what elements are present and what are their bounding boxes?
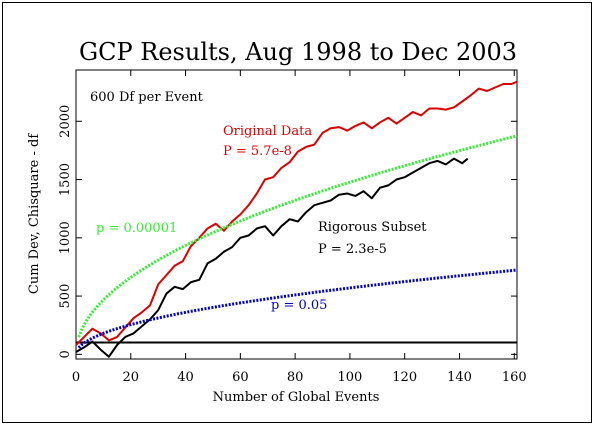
y-tick-label: 1000 [58, 221, 73, 254]
series-line-original-data [75, 80, 518, 346]
plot-area [75, 69, 518, 360]
series-line-p-0-05 [77, 268, 518, 349]
y-tick-label: 500 [58, 284, 73, 309]
y-tick-label: 0 [58, 350, 73, 358]
x-axis-label: Number of Global Events [213, 390, 380, 405]
gcp-chart: GCP Results, Aug 1998 to Dec 2003 0 20 40 6… [27, 38, 527, 405]
p-005-label: p = 0.05 [271, 298, 327, 313]
x-tick-label: 140 [447, 370, 472, 385]
series-line-rigorous-subset [75, 157, 469, 358]
x-tick-label: 0 [72, 370, 80, 385]
x-axis-ticks: 0 20 40 60 80 100 120 140 160 [72, 70, 527, 385]
p-00001-label: p = 0.00001 [96, 221, 177, 236]
df-note: 600 Df per Event [90, 90, 204, 105]
series-line-p-0-00001 [77, 134, 518, 338]
x-tick-label: 80 [287, 370, 304, 385]
rigorous-subset-label: Rigorous Subset [318, 220, 427, 235]
original-data-p-value: P = 5.7e-8 [223, 144, 292, 159]
x-tick-label: 120 [392, 370, 417, 385]
original-data-label: Original Data [223, 124, 312, 139]
x-tick-label: 20 [123, 370, 140, 385]
series-layer [75, 80, 518, 358]
y-tick-label: 2000 [58, 105, 73, 138]
y-tick-label: 1500 [58, 163, 73, 196]
y-axis-label: Cum Dev, Chisquare - df [27, 133, 42, 294]
x-tick-label: 100 [337, 370, 362, 385]
chart-frame: GCP Results, Aug 1998 to Dec 2003 0 20 40 6… [2, 2, 592, 423]
x-tick-label: 60 [232, 370, 249, 385]
chart-title: GCP Results, Aug 1998 to Dec 2003 [79, 38, 517, 66]
x-tick-label: 40 [177, 370, 194, 385]
rigorous-subset-p-value: P = 2.3e-5 [318, 242, 387, 257]
y-axis-ticks: 0 500 1000 1500 2000 [58, 105, 517, 358]
x-tick-label: 160 [502, 370, 527, 385]
